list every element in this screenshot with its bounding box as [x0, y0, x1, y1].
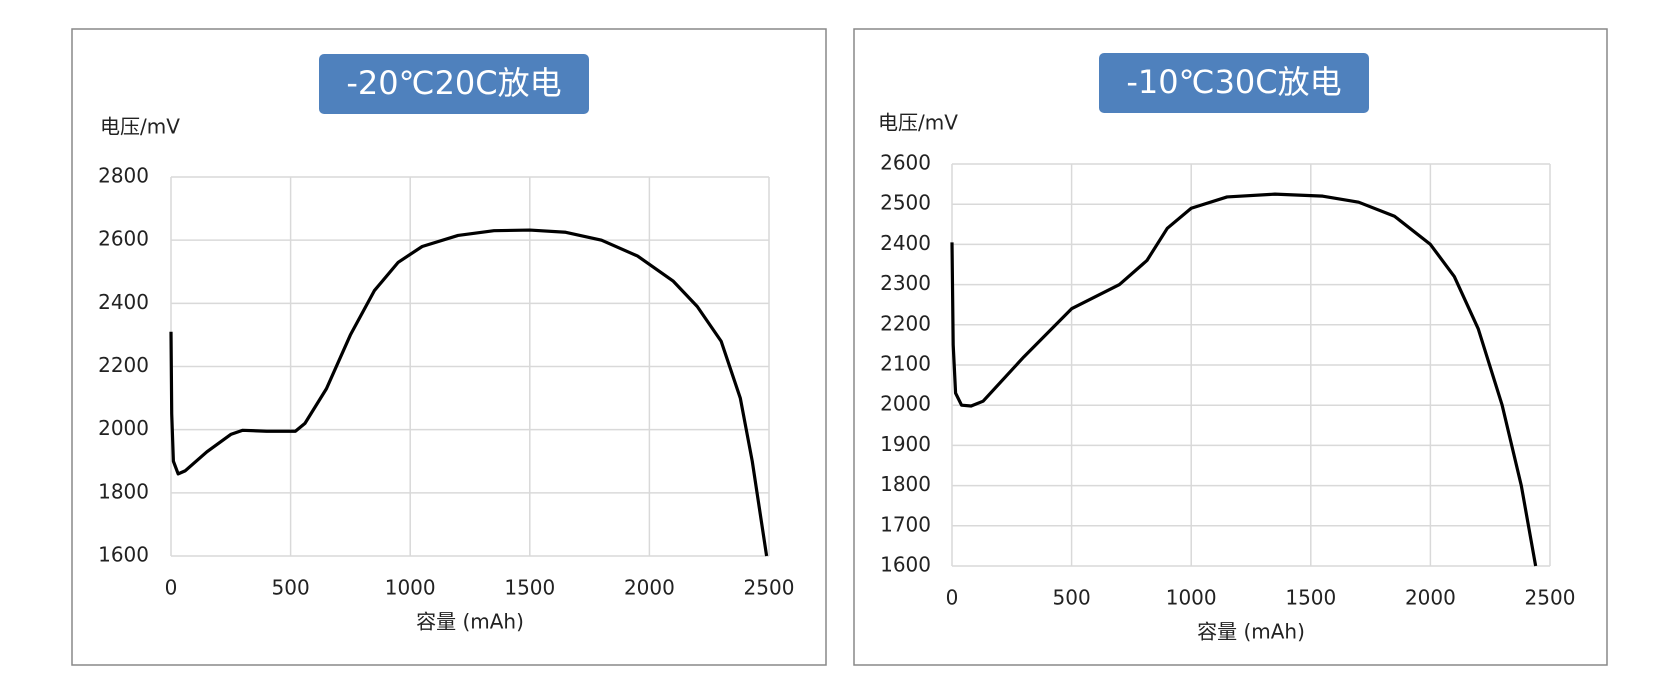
title-badge: [1099, 53, 1369, 113]
x-tick-label: 1000: [385, 576, 436, 600]
x-axis-label: 容量 (mAh): [1197, 620, 1305, 644]
y-tick-label: 2200: [98, 353, 149, 377]
chart-title: -20℃20C放电: [346, 64, 561, 102]
y-tick-label: 2400: [880, 231, 931, 255]
y-axis-label: 电压/mV: [100, 115, 180, 139]
y-tick-label: 1600: [880, 553, 931, 577]
chart-frame: [853, 28, 1608, 666]
y-axis-label: 电压/mV: [878, 111, 958, 135]
x-tick-label: 2000: [624, 576, 675, 600]
x-tick-label: 1000: [1166, 586, 1217, 610]
y-tick-label: 1800: [880, 472, 931, 496]
y-tick-label: 2300: [880, 271, 931, 295]
y-tick-label: 2000: [880, 392, 931, 416]
x-tick-label: 2000: [1405, 586, 1456, 610]
x-tick-label: 2500: [1525, 586, 1576, 610]
y-tick-label: 2100: [880, 352, 931, 376]
x-axis-label: 容量 (mAh): [416, 610, 524, 634]
x-tick-label: 0: [946, 586, 959, 610]
y-tick-label: 2500: [880, 191, 931, 215]
y-tick-label: 2000: [98, 416, 149, 440]
chart-title: -10℃30C放电: [1126, 63, 1341, 101]
title-badge: [319, 54, 589, 114]
x-tick-label: 2500: [744, 576, 795, 600]
y-tick-label: 1900: [880, 432, 931, 456]
chart-frame: [71, 28, 827, 666]
y-tick-label: 1700: [880, 512, 931, 536]
x-tick-label: 0: [165, 576, 178, 600]
data-line: [169, 228, 769, 557]
x-tick-label: 1500: [504, 576, 555, 600]
y-tick-label: 2400: [98, 290, 149, 314]
y-tick-label: 2200: [880, 311, 931, 335]
y-tick-label: 2800: [98, 164, 149, 188]
x-tick-label: 1500: [1285, 586, 1336, 610]
x-tick-label: 500: [272, 576, 310, 600]
y-tick-label: 2600: [98, 227, 149, 251]
x-tick-label: 500: [1053, 586, 1091, 610]
y-tick-label: 1800: [98, 479, 149, 503]
data-line: [950, 192, 1538, 567]
y-tick-label: 2600: [880, 151, 931, 175]
y-tick-label: 1600: [98, 543, 149, 567]
